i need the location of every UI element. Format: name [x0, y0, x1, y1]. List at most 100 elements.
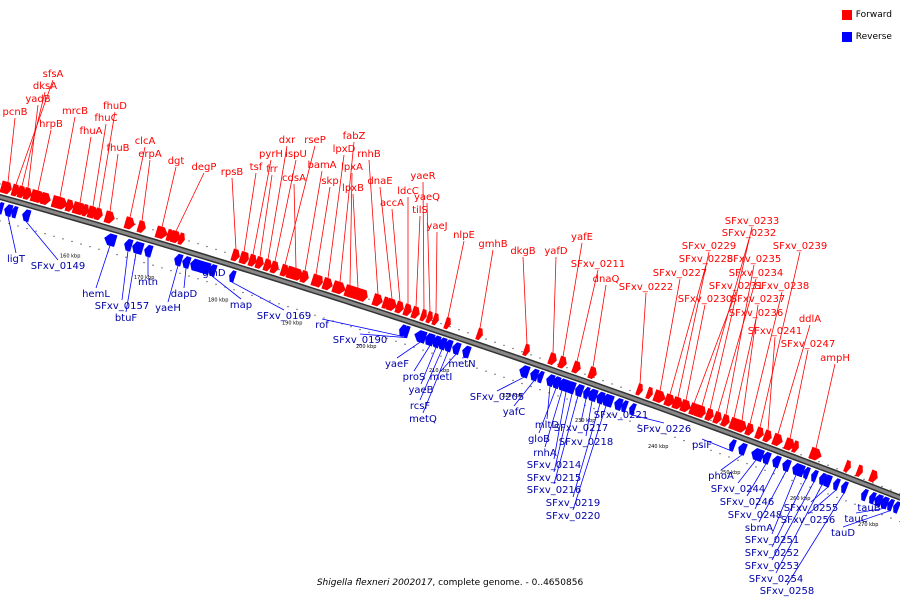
forward-gene-arrow [86, 205, 98, 219]
reverse-gene-label: SFxv_0190 [333, 335, 387, 346]
forward-leader-line [252, 159, 272, 255]
dot [53, 235, 55, 237]
forward-gene-label: dgt [168, 156, 185, 167]
reverse-gene-label: SFxv_0220 [546, 511, 600, 522]
tick-label: 190 kbp [282, 321, 302, 327]
reverse-gene-arrow [772, 455, 782, 469]
dot [665, 433, 667, 435]
reverse-gene-arrow [782, 459, 792, 473]
reverse-leader-line [855, 508, 885, 514]
forward-gene-label: yaeR [410, 171, 435, 182]
dot [638, 423, 640, 426]
forward-gene-arrow [321, 277, 333, 291]
forward-gene-arrow [671, 396, 683, 410]
reverse-gene-arrow [729, 439, 737, 452]
forward-leader-line [379, 186, 393, 300]
dot [854, 503, 856, 505]
tick-label: 270 kbp [858, 522, 878, 528]
dot [278, 303, 280, 305]
forward-gene-arrow [431, 312, 439, 326]
dot [521, 351, 523, 353]
forward-gene-arrow [855, 464, 863, 477]
forward-leader-line [315, 186, 331, 275]
reverse-leader-line [737, 459, 757, 484]
dot [71, 240, 73, 243]
reverse-gene-arrow [444, 339, 454, 353]
forward-leader-line [552, 256, 557, 354]
dot [791, 479, 793, 482]
reverse-leader-line [25, 221, 59, 261]
reverse-leader-line [572, 405, 607, 511]
dot [746, 462, 748, 465]
forward-leader-line [92, 123, 107, 207]
forward-gene-label: fhuB [106, 143, 129, 154]
forward-leader-line [175, 172, 205, 232]
dot [764, 469, 766, 472]
forward-gene-arrow [358, 288, 368, 302]
dot [80, 243, 82, 245]
reverse-gene-arrow [11, 205, 19, 219]
forward-leader-line [717, 278, 757, 413]
forward-leader-line [725, 264, 755, 415]
reverse-gene-arrow [137, 242, 145, 255]
reverse-gene-arrow [124, 238, 134, 252]
reverse-leader-line [771, 474, 797, 535]
reverse-leader-line [553, 391, 567, 460]
reverse-gene-arrow [132, 241, 142, 255]
reverse-gene-label: SFxv_0169 [257, 311, 311, 322]
forward-gene-arrow [762, 429, 772, 443]
forward-gene-arrow [39, 191, 51, 206]
tick-label: 220 kbp [502, 393, 522, 399]
dot [458, 329, 460, 331]
forward-leader-line [7, 117, 16, 183]
forward-gene-arrow [279, 263, 289, 277]
forward-leader-line [231, 177, 237, 250]
forward-leader-lines [7, 79, 836, 449]
forward-leader-line [267, 145, 288, 260]
forward-leader-line [709, 226, 753, 410]
forward-gene-label: SFxv_0237 [731, 294, 785, 305]
dot [314, 314, 316, 316]
forward-gene-label: SFxv_0211 [571, 259, 625, 270]
reverse-gene-label: SFxv_0256 [781, 515, 835, 526]
forward-gene-label: SFxv_0228 [679, 254, 733, 265]
forward-gene-label: SFxv_0236 [729, 308, 783, 319]
forward-gene-label: erpA [138, 149, 162, 160]
forward-gene-label: yafE [571, 232, 593, 243]
dot [449, 358, 451, 360]
reverse-gene-label: SFxv_0258 [760, 586, 814, 597]
forward-gene-label: SFxv_0229 [682, 241, 736, 252]
reverse-gene-arrow [577, 384, 585, 398]
dot [773, 472, 775, 475]
dot [125, 256, 127, 258]
forward-gene-label: pyrH [259, 149, 283, 160]
reverse-gene-arrow [596, 391, 606, 405]
reverse-swatch [841, 32, 852, 42]
forward-leader-line [777, 324, 811, 435]
dot [242, 291, 244, 294]
reverse-gene-arrow [869, 491, 877, 505]
reverse-gene-arrow [0, 202, 5, 215]
reverse-gene-arrow [546, 374, 556, 388]
reverse-leader-line [183, 268, 187, 289]
dot [728, 456, 730, 458]
forward-gene-arrow [93, 207, 103, 221]
dot [485, 338, 487, 340]
dot [467, 364, 469, 366]
forward-leader-line [639, 292, 647, 384]
forward-gene-arrow [571, 360, 581, 374]
forward-genes [0, 180, 878, 483]
dot [485, 370, 487, 372]
reverse-gene-arrow [190, 258, 200, 272]
reverse-gene-arrow [738, 442, 748, 456]
reverse-genes [0, 202, 900, 514]
tick-label: 240 kbp [648, 444, 668, 450]
forward-gene-arrow [771, 432, 783, 447]
dot [629, 420, 631, 422]
forward-gene-label: tilS [412, 205, 428, 216]
reverse-gene-arrow [399, 324, 407, 337]
dot [116, 253, 118, 256]
forward-leader-line [259, 174, 273, 257]
forward-gene-arrow [331, 280, 339, 293]
